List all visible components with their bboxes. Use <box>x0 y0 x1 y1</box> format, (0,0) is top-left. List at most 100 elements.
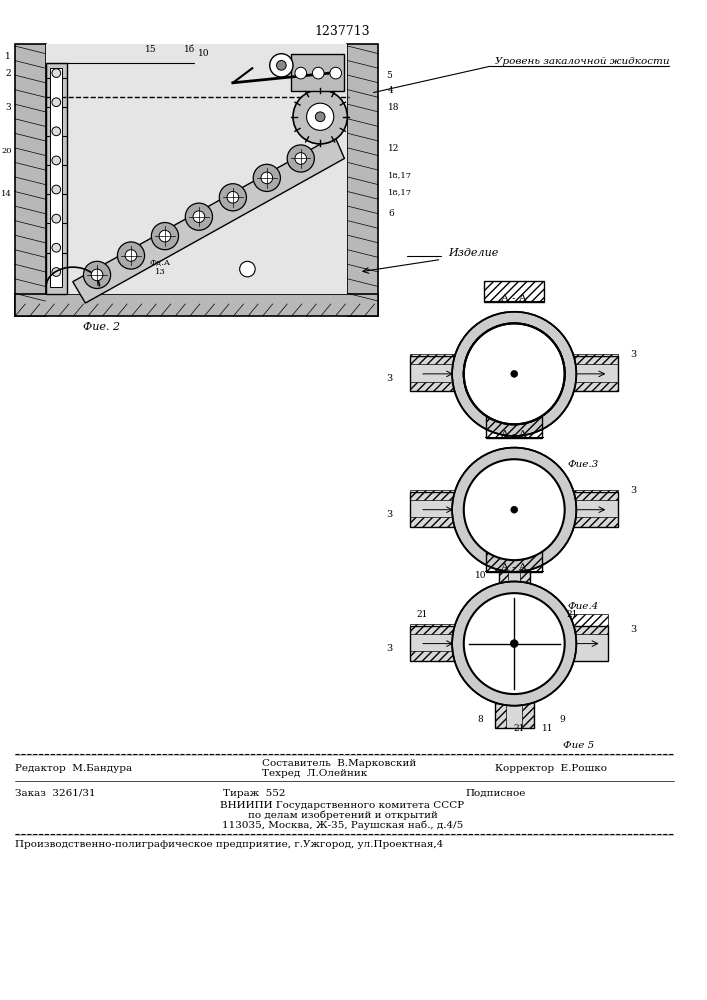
Circle shape <box>52 127 61 136</box>
Circle shape <box>52 156 61 165</box>
Text: Редактор  М.Бандура: Редактор М.Бандура <box>15 764 132 773</box>
Text: 18: 18 <box>388 103 399 112</box>
Text: 9: 9 <box>529 595 535 604</box>
Circle shape <box>293 90 347 144</box>
Text: Фд.А: Фд.А <box>149 258 170 266</box>
Polygon shape <box>73 136 344 303</box>
Text: 21: 21 <box>416 610 428 619</box>
Text: 1: 1 <box>5 52 11 61</box>
Polygon shape <box>15 44 378 316</box>
Bar <box>565 356 618 391</box>
Circle shape <box>464 459 565 560</box>
Bar <box>498 560 530 584</box>
Bar <box>410 626 464 661</box>
Circle shape <box>52 98 61 107</box>
Circle shape <box>276 60 286 70</box>
Bar <box>565 382 618 391</box>
Circle shape <box>312 67 324 79</box>
Circle shape <box>295 153 307 164</box>
Bar <box>15 294 378 316</box>
Text: 21: 21 <box>513 724 525 733</box>
Circle shape <box>83 261 110 288</box>
Bar <box>291 54 344 91</box>
Text: 3: 3 <box>631 625 637 634</box>
Circle shape <box>240 261 255 277</box>
Circle shape <box>330 67 341 79</box>
Text: Составитель  В.Марковский: Составитель В.Марковский <box>262 759 416 768</box>
Text: 4: 4 <box>388 86 394 95</box>
Circle shape <box>511 370 518 377</box>
Text: 9: 9 <box>560 715 566 724</box>
Bar <box>347 44 378 316</box>
Text: по делам изобретений и открытий: по делам изобретений и открытий <box>247 811 438 820</box>
Bar <box>410 382 464 391</box>
Bar <box>565 626 608 661</box>
Circle shape <box>253 164 281 191</box>
Circle shape <box>193 211 205 223</box>
Text: 11: 11 <box>542 724 554 733</box>
Text: 12: 12 <box>388 144 399 153</box>
Text: 15: 15 <box>144 45 156 54</box>
Bar <box>15 44 45 316</box>
Bar <box>565 517 618 527</box>
Text: Фие.4: Фие.4 <box>568 602 599 611</box>
Text: 2: 2 <box>5 69 11 78</box>
Circle shape <box>91 269 103 281</box>
Bar <box>484 281 544 302</box>
Text: 10: 10 <box>198 49 209 58</box>
Text: Уровень закалочной жидкости: Уровень закалочной жидкости <box>495 57 670 66</box>
Text: 1237713: 1237713 <box>315 25 370 38</box>
Circle shape <box>511 506 518 513</box>
Text: 20: 20 <box>1 147 12 155</box>
Text: 3: 3 <box>631 350 637 359</box>
Bar <box>565 614 608 634</box>
Text: А - А: А - А <box>501 563 527 572</box>
Bar <box>410 624 464 634</box>
Bar <box>498 560 508 584</box>
Circle shape <box>117 242 144 269</box>
Text: 3: 3 <box>387 644 393 653</box>
Circle shape <box>52 243 61 252</box>
Circle shape <box>151 223 179 250</box>
Circle shape <box>159 230 171 242</box>
Bar <box>410 492 464 527</box>
Text: 14: 14 <box>1 190 12 198</box>
Bar <box>522 694 534 728</box>
Circle shape <box>452 448 576 572</box>
Text: Тираж  552: Тираж 552 <box>223 789 286 798</box>
Text: 5: 5 <box>386 71 392 80</box>
Bar <box>486 550 542 572</box>
Text: 3: 3 <box>387 374 393 383</box>
Text: 3: 3 <box>5 103 11 112</box>
Circle shape <box>452 581 576 706</box>
Circle shape <box>261 172 273 184</box>
Circle shape <box>307 103 334 130</box>
Bar <box>520 560 530 584</box>
Text: 9: 9 <box>529 455 535 464</box>
Bar <box>50 68 62 287</box>
Circle shape <box>52 268 61 276</box>
Text: 13: 13 <box>155 268 165 276</box>
Text: Корректор  Е.Рошко: Корректор Е.Рошко <box>495 764 607 773</box>
Text: Производственно-полиграфическое предприятие, г.Ужгород, ул.Проектная,4: Производственно-полиграфическое предприя… <box>15 840 443 849</box>
Text: 113035, Москва, Ж-35, Раушская наб., д.4/5: 113035, Москва, Ж-35, Раушская наб., д.4… <box>222 820 463 830</box>
Text: 1б: 1б <box>184 45 195 54</box>
Text: Изделие: Изделие <box>448 248 498 258</box>
Bar <box>486 417 542 438</box>
Text: Техред  Л.Олейник: Техред Л.Олейник <box>262 769 367 778</box>
Bar <box>495 694 534 728</box>
Circle shape <box>464 593 565 694</box>
Text: 21: 21 <box>567 610 578 619</box>
Circle shape <box>270 54 293 77</box>
Bar <box>410 651 464 661</box>
Circle shape <box>52 69 61 77</box>
Text: 6: 6 <box>388 209 394 218</box>
Circle shape <box>452 312 576 436</box>
Circle shape <box>52 185 61 194</box>
Text: Заказ  3261/31: Заказ 3261/31 <box>15 789 95 798</box>
Bar <box>410 490 464 500</box>
Circle shape <box>510 640 518 647</box>
Bar <box>565 492 618 527</box>
Bar <box>484 403 544 424</box>
Circle shape <box>315 112 325 122</box>
